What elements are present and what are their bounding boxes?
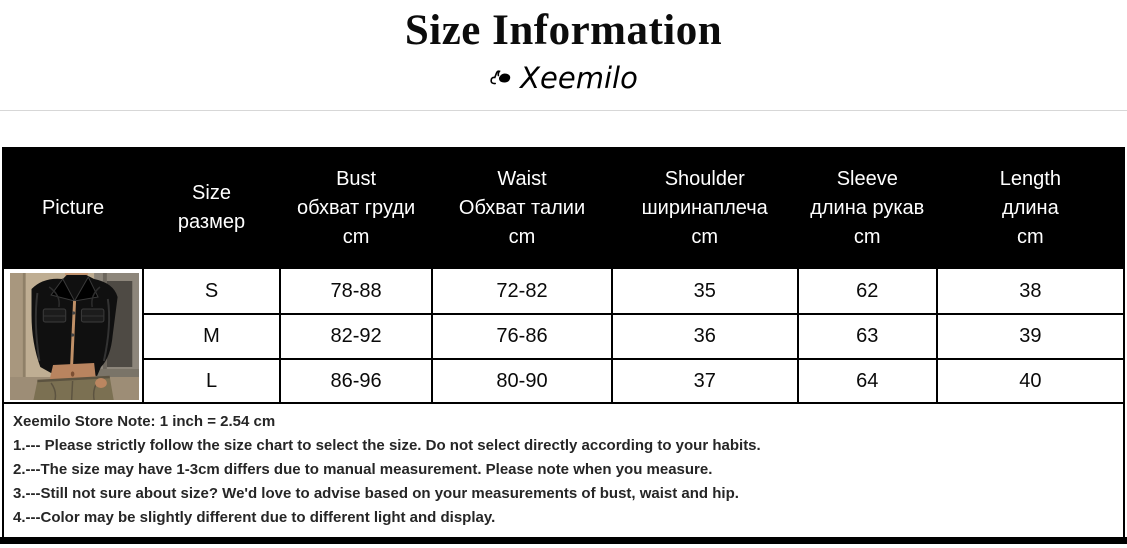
header-line: Bust (336, 167, 377, 190)
size-table-header: Picture Size размер Bust обхват груди cm… (1, 147, 1126, 269)
cell-size: L (142, 358, 281, 404)
header-line: Size (192, 182, 231, 204)
col-header-picture: Picture (1, 147, 145, 269)
note-item-4: 4.---Color may be slightly different due… (13, 509, 496, 526)
cell-shoulder: 37 (610, 358, 799, 404)
header-line: cm (1017, 225, 1044, 248)
cell-bust: 82-92 (278, 313, 434, 360)
header-line: размер (177, 211, 246, 233)
header-line: длина (1002, 196, 1059, 219)
store-notes: Xeemilo Store Note: 1 inch = 2.54 cm 1.-… (2, 404, 1125, 537)
header-line: Sleeve (836, 167, 898, 190)
cell-length: 40 (935, 358, 1126, 404)
brand-name: Xeemilo (520, 61, 638, 95)
header-line: обхват груди (297, 196, 416, 219)
header-line: cm (853, 225, 881, 248)
col-header-size: Size размер (142, 147, 281, 269)
cell-sleeve: 62 (796, 267, 938, 315)
header-line: длина рукав (810, 196, 925, 219)
cell-waist: 72-82 (431, 267, 613, 315)
table-row-l: L 86-96 80-90 37 64 40 (3, 358, 1126, 404)
header-line: Length (999, 167, 1061, 190)
product-photo-cell (1, 267, 145, 404)
brand-row: Xeemilo (0, 60, 1127, 96)
cell-shoulder: 36 (610, 313, 799, 360)
cell-size: S (142, 267, 281, 315)
col-header-shoulder: Shoulder ширинаплеча cm (610, 147, 799, 269)
col-header-waist: Waist Обхват талии cm (431, 147, 613, 269)
col-header-length: Length длина cm (935, 147, 1126, 269)
brand-logo-bird-icon (489, 67, 515, 89)
note-item-3: 3.---Still not sure about size? We'd lov… (13, 485, 739, 502)
masthead: Size Information Xeemilo (0, 0, 1127, 111)
store-note-title: Xeemilo Store Note: 1 inch = 2.54 cm (13, 413, 276, 430)
header-line: ширинаплеча (641, 196, 768, 219)
header-line: Waist (497, 167, 547, 190)
cell-sleeve: 64 (796, 358, 938, 404)
size-table-body: S 78-88 72-82 35 62 38 M 82-92 76-86 36 … (1, 267, 1126, 404)
note-item-1: 1.--- Please strictly follow the size ch… (13, 437, 761, 454)
product-photo-illustration (10, 273, 140, 400)
note-item-2: 2.---The size may have 1-3cm differs due… (13, 461, 713, 478)
table-row-m: M 82-92 76-86 36 63 39 (3, 313, 1126, 360)
cell-length: 38 (935, 267, 1126, 315)
page-title: Size Information (404, 7, 723, 54)
size-chart-sheet: Picture Size размер Bust обхват груди cm… (1, 147, 1126, 404)
cell-bust: 86-96 (278, 358, 434, 404)
bottom-black-bar (0, 537, 1127, 544)
cell-sleeve: 63 (796, 313, 938, 360)
size-table: Picture Size размер Bust обхват груди cm… (1, 147, 1126, 404)
cell-shoulder: 35 (610, 267, 799, 315)
header-line: cm (342, 225, 370, 248)
cell-bust: 78-88 (278, 267, 434, 315)
table-row-s: S 78-88 72-82 35 62 38 (1, 267, 1126, 404)
header-line: Обхват талии (458, 196, 586, 219)
cell-waist: 80-90 (431, 358, 613, 404)
cell-size: M (142, 313, 281, 360)
header-line: Shoulder (664, 167, 745, 190)
cell-length: 39 (935, 313, 1126, 360)
header-line: Picture (41, 196, 105, 219)
header-line: cm (691, 225, 719, 248)
cell-waist: 76-86 (431, 313, 613, 360)
col-header-sleeve: Sleeve длина рукав cm (796, 147, 938, 269)
header-line: cm (508, 225, 536, 248)
col-header-bust: Bust обхват груди cm (278, 147, 434, 269)
